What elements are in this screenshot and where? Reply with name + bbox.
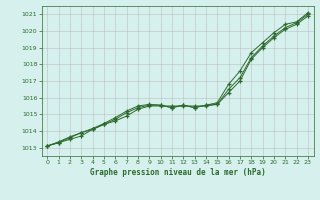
X-axis label: Graphe pression niveau de la mer (hPa): Graphe pression niveau de la mer (hPa) bbox=[90, 168, 266, 177]
